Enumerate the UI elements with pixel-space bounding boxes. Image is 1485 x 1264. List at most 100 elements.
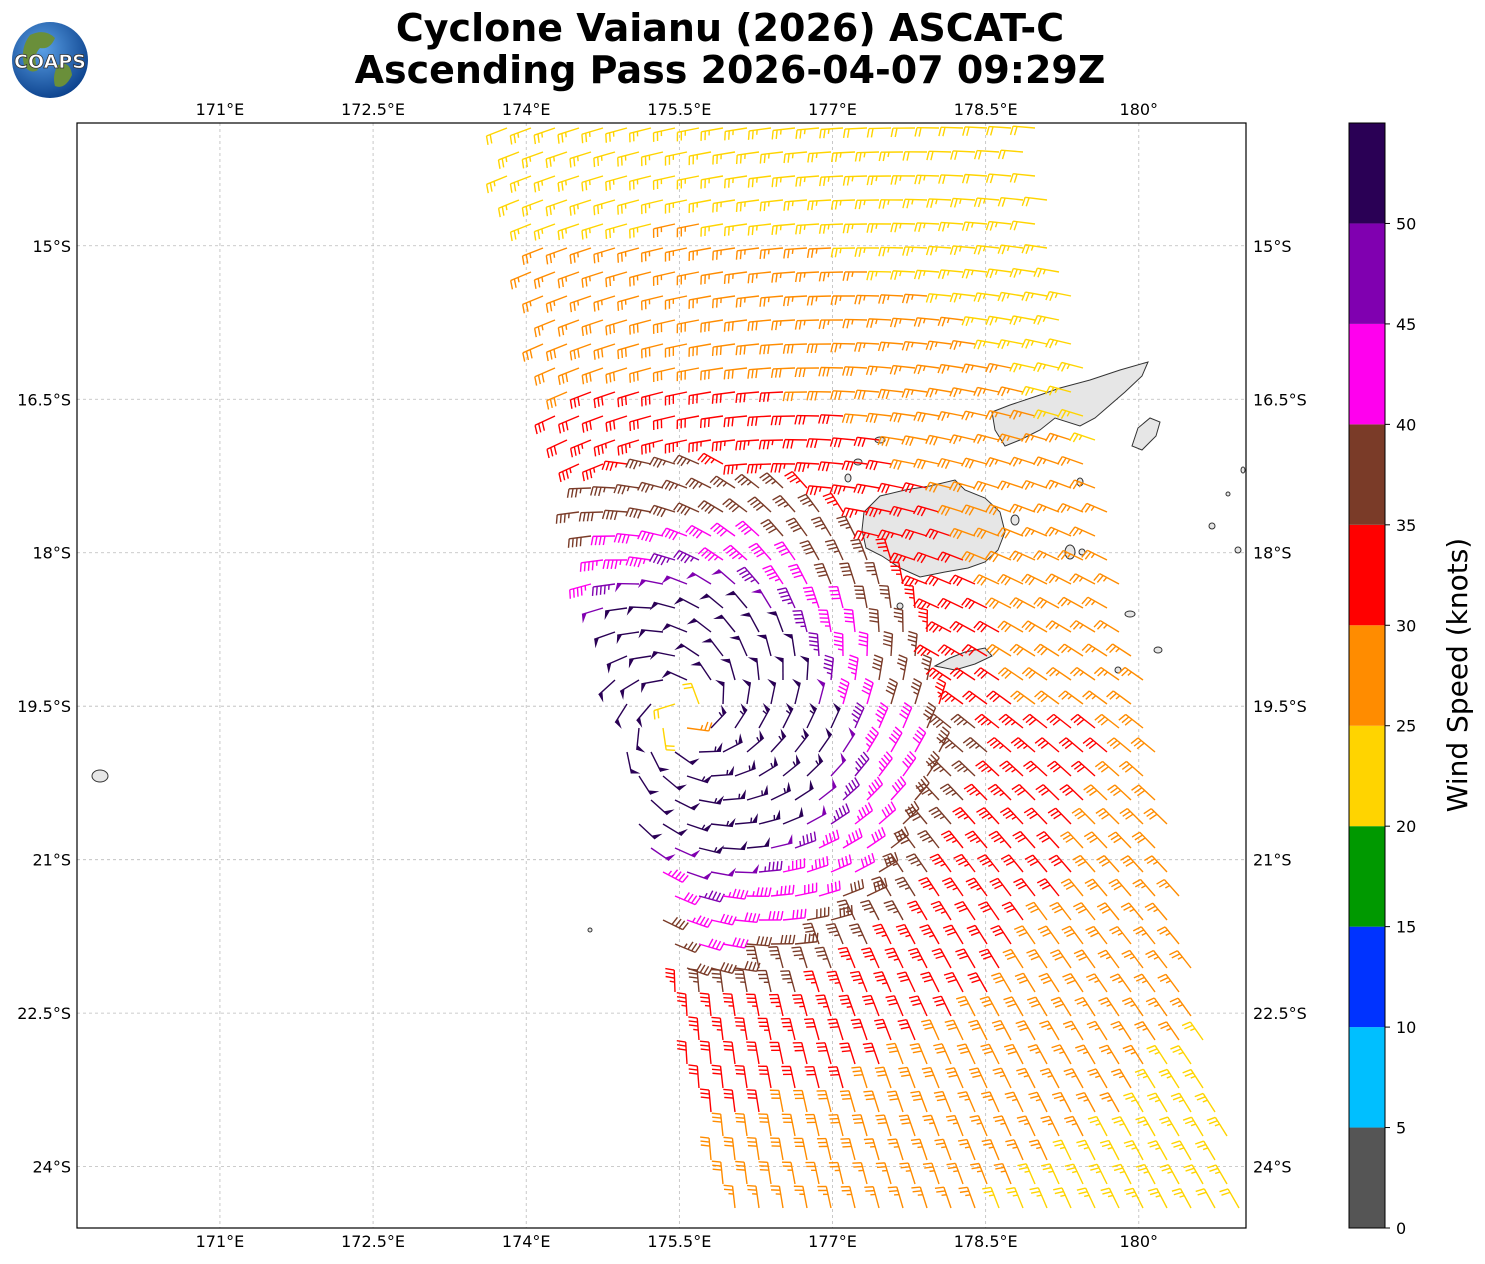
- wind-barb: [1004, 1091, 1024, 1113]
- wind-barb: [961, 551, 988, 563]
- lon-tick-label-bottom: 180°: [1120, 1232, 1159, 1251]
- wind-barb: [581, 271, 604, 288]
- wind-barb: [557, 223, 580, 241]
- wind-barb: [748, 542, 772, 561]
- axis-tick-labels: 171°E 171°E 172.5°E 172.5°E 174°E 174°E 175.5°…: [17, 100, 1307, 1251]
- wind-barb: [962, 737, 988, 753]
- wind-barb: [1040, 1163, 1060, 1185]
- colorbar-tick-label: 30: [1396, 616, 1416, 635]
- wind-barb: [711, 1112, 724, 1137]
- wind-barb: [1093, 619, 1120, 633]
- wind-barb: [997, 667, 1024, 681]
- wind-barb: [1026, 996, 1048, 1017]
- wind-barb: [734, 1112, 748, 1137]
- wind-barb: [925, 434, 952, 446]
- wind-barb: [1017, 1163, 1036, 1185]
- wind-barb: [938, 126, 964, 137]
- lat-tick-label-left: 18°S: [32, 544, 71, 563]
- wind-barb: [688, 199, 712, 214]
- wind-barb: [614, 703, 628, 729]
- wind-barb: [877, 341, 904, 352]
- lat-tick-label-right: 15°S: [1253, 237, 1292, 256]
- wind-barb: [710, 913, 737, 926]
- wind-barb: [875, 1114, 892, 1137]
- wind-barb: [712, 295, 736, 309]
- wind-barb: [1121, 997, 1144, 1017]
- wind-barb: [1117, 666, 1144, 681]
- wind-barb: [961, 457, 988, 469]
- wind-barb: [919, 924, 940, 945]
- colorbar-tick-label: 50: [1396, 214, 1416, 233]
- wind-barb: [878, 199, 904, 209]
- wind-barb: [746, 1041, 760, 1065]
- wind-barb: [773, 541, 796, 561]
- wind-barb: [593, 247, 616, 264]
- wind-barb: [907, 630, 918, 657]
- wind-barb: [735, 247, 760, 260]
- wind-barb: [664, 247, 688, 262]
- wind-barb: [780, 1017, 796, 1041]
- wind-barb: [1051, 1091, 1072, 1113]
- wind-barb: [828, 1161, 844, 1185]
- wind-barb: [1022, 713, 1048, 729]
- wind-barb: [664, 439, 688, 454]
- wind-barb: [901, 435, 928, 447]
- wind-barb: [1097, 949, 1120, 969]
- svg-text:COAPS: COAPS: [14, 51, 86, 73]
- wind-barb: [851, 1114, 868, 1137]
- wind-barb: [662, 727, 676, 752]
- wind-barb: [842, 727, 856, 753]
- wind-barb: [827, 1066, 844, 1089]
- wind-barb: [700, 127, 724, 141]
- colorbar-segment: [1349, 625, 1385, 726]
- wind-barb: [662, 775, 687, 791]
- wind-barb: [605, 175, 628, 191]
- wind-barb: [823, 654, 835, 681]
- wind-barb: [864, 561, 880, 585]
- wind-barb: [640, 343, 664, 359]
- wind-barb: [1076, 1139, 1096, 1161]
- wind-barb: [977, 901, 1000, 921]
- wind-barb: [1144, 902, 1168, 921]
- wind-barb: [977, 854, 1000, 873]
- wind-barb: [877, 482, 904, 494]
- wind-barb: [922, 1162, 940, 1185]
- wind-barb: [688, 343, 712, 357]
- wind-barb: [782, 806, 804, 825]
- wind-barb: [1122, 1044, 1144, 1065]
- wind-barb: [944, 1019, 964, 1041]
- wind-barb: [997, 573, 1024, 586]
- wind-barb: [816, 1137, 832, 1161]
- wind-barb: [818, 366, 844, 377]
- wind-barb: [747, 657, 760, 681]
- wind-barb: [1039, 1020, 1060, 1041]
- wind-barb: [581, 319, 604, 337]
- wind-barb: [783, 151, 808, 164]
- wind-barb: [795, 223, 820, 235]
- wind-barb: [601, 460, 628, 471]
- wind-barb: [581, 223, 604, 240]
- wind-barb: [998, 713, 1024, 729]
- wind-barb: [851, 702, 865, 729]
- wind-barb: [759, 295, 784, 307]
- wind-barb: [805, 1113, 820, 1137]
- wind-barb: [865, 506, 892, 518]
- wind-barb: [594, 631, 616, 649]
- wind-barb: [1107, 831, 1132, 849]
- wind-barb: [641, 679, 664, 693]
- wind-barb: [839, 562, 856, 585]
- wind-barb: [664, 343, 688, 358]
- wind-barb: [710, 867, 737, 877]
- wind-barb: [533, 271, 556, 289]
- lat-tick-label-left: 24°S: [32, 1158, 71, 1177]
- wind-barb: [1009, 173, 1036, 183]
- wind-barb: [985, 410, 1012, 421]
- wind-barb: [1073, 902, 1096, 921]
- wind-barb: [709, 475, 736, 489]
- wind-barb: [925, 293, 952, 304]
- wind-barb: [1063, 1068, 1084, 1089]
- wind-barb: [958, 1186, 976, 1209]
- wind-barb: [902, 750, 917, 777]
- wind-barb: [1060, 831, 1084, 849]
